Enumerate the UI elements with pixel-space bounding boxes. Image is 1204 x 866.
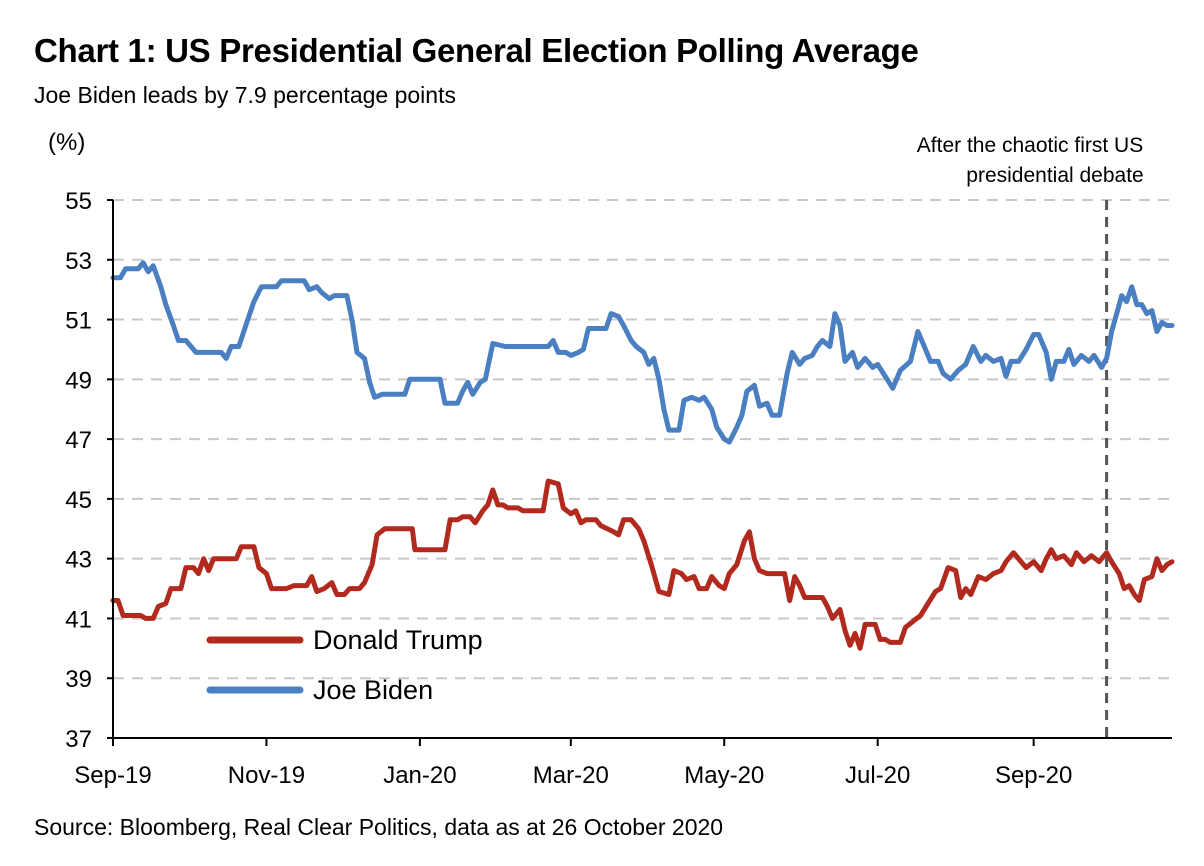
source-note: Source: Bloomberg, Real Clear Politics, … [34, 814, 724, 840]
y-tick-label: 39 [65, 666, 92, 693]
annotation-text-line2: presidential debate [966, 164, 1143, 187]
gridlines [113, 199, 1172, 680]
x-tick-label: Nov-19 [228, 762, 305, 789]
y-tick-label: 53 [65, 248, 92, 275]
y-tick-label: 41 [65, 606, 92, 633]
series-line-biden [110, 260, 1175, 445]
x-tick-label: Jul-20 [845, 762, 910, 789]
x-tick-label: Jan-20 [383, 762, 456, 789]
chart-title: Chart 1: US Presidential General Electio… [34, 32, 919, 69]
annotation-text-line1: After the chaotic first US [917, 134, 1143, 157]
series-lines [110, 260, 1175, 651]
legend-label-biden: Joe Biden [313, 675, 433, 705]
y-tick-label: 37 [65, 726, 92, 753]
y-tick-label: 43 [65, 547, 92, 574]
x-axis-ticks: Sep-19 Nov-19 Jan-20 Mar-20 May-20 Jul-20 Sep-… [74, 738, 1072, 789]
x-tick-label: Mar-20 [533, 762, 609, 789]
axes [112, 200, 1172, 739]
y-tick-label: 51 [65, 308, 92, 335]
y-tick-label: 45 [65, 487, 92, 514]
legend-label-trump: Donald Trump [313, 625, 483, 655]
x-tick-label: May-20 [684, 762, 764, 789]
x-tick-label: Sep-19 [74, 762, 151, 789]
y-tick-label: 55 [65, 188, 92, 215]
x-tick-label: Sep-20 [995, 762, 1072, 789]
chart-subtitle: Joe Biden leads by 7.9 percentage points [34, 82, 456, 108]
y-tick-label: 49 [65, 367, 92, 394]
series-line-trump [110, 478, 1175, 651]
legend: Donald Trump Joe Biden [206, 625, 483, 705]
debate-annotation: After the chaotic first US presidential … [917, 134, 1144, 738]
y-tick-label: 47 [65, 427, 92, 454]
y-axis-unit-label: (%) [48, 129, 85, 156]
y-axis-ticks: 37 39 41 43 45 47 49 51 53 55 [65, 188, 113, 753]
